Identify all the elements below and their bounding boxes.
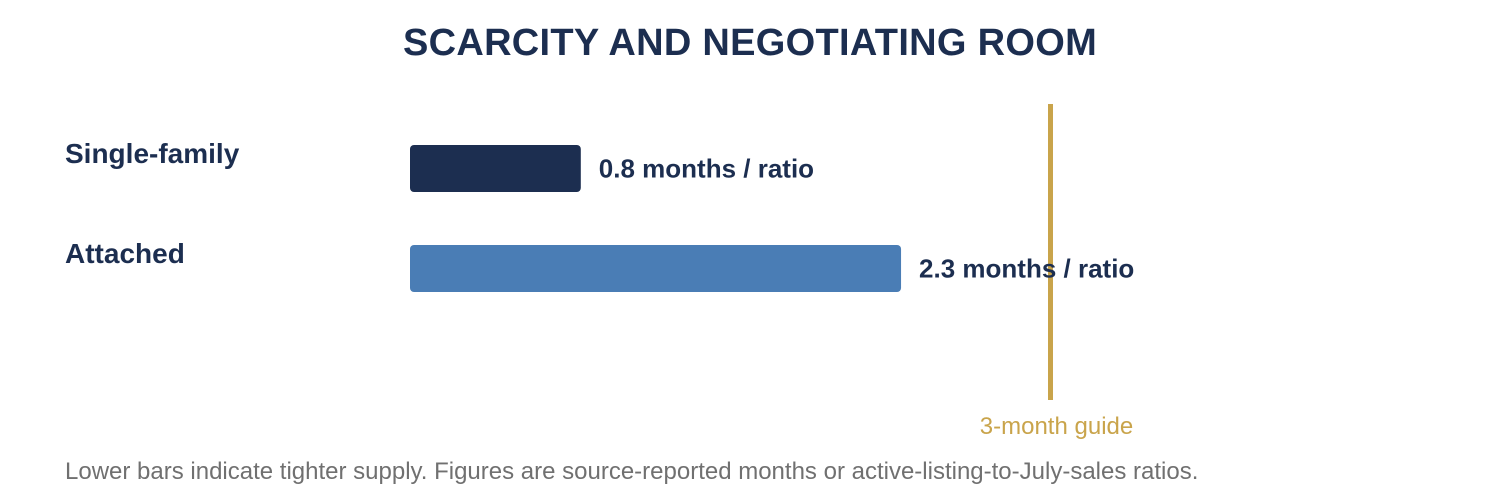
category-label: Attached bbox=[65, 238, 185, 269]
category-label: Single-family bbox=[65, 138, 240, 169]
chart-title: SCARCITY AND NEGOTIATING ROOM bbox=[402, 22, 1098, 64]
data-label: 2.3 months / ratio bbox=[919, 254, 1134, 284]
reference-line-label: 3-month guide bbox=[980, 413, 1133, 440]
bar bbox=[410, 245, 902, 292]
data-label: 0.8 months / ratio bbox=[599, 154, 814, 184]
chart-footnote: Lower bars indicate tighter supply. Figu… bbox=[65, 458, 1199, 485]
bar bbox=[410, 145, 581, 192]
